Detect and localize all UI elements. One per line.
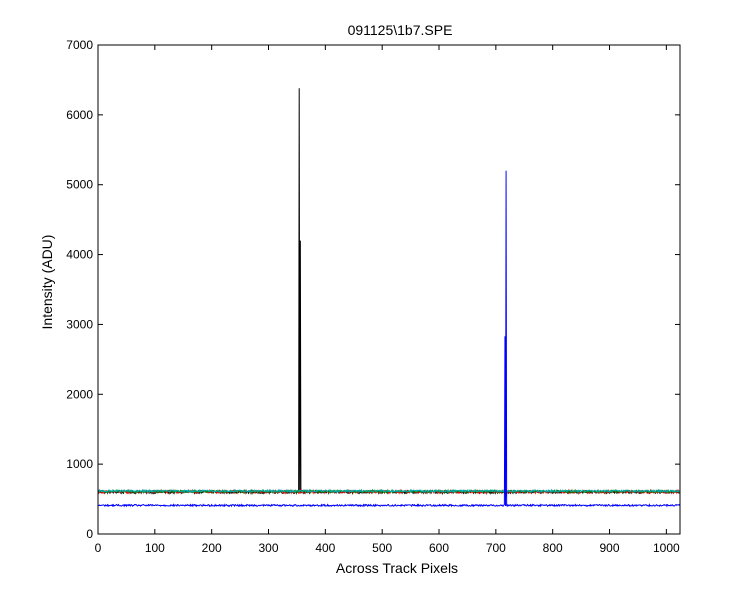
x-tick-label: 500 [372, 541, 392, 555]
series-line-5 [97, 170, 681, 508]
x-tick-label: 200 [202, 541, 222, 555]
x-tick-label: 900 [600, 541, 620, 555]
series-line-4 [97, 488, 681, 494]
y-tick-label: 3000 [66, 317, 93, 331]
y-tick-label: 7000 [66, 38, 93, 52]
y-tick-label: 5000 [66, 178, 93, 192]
y-tick-label: 0 [86, 527, 93, 541]
y-tick-label: 6000 [66, 108, 93, 122]
chart-title: 091125\1b7.SPE [348, 22, 453, 38]
y-tick-label: 1000 [66, 457, 93, 471]
series-layer [97, 88, 681, 508]
y-axis-ticks: 0 1000 2000 3000 4000 5000 6000 7000 [66, 38, 680, 541]
x-tick-label: 400 [315, 541, 335, 555]
x-tick-label: 0 [95, 541, 102, 555]
y-axis-label: Intensity (ADU) [39, 235, 55, 330]
x-tick-label: 600 [429, 541, 449, 555]
x-tick-label: 100 [145, 541, 165, 555]
x-tick-label: 300 [258, 541, 278, 555]
y-tick-label: 4000 [66, 248, 93, 262]
x-axis-label: Across Track Pixels [336, 560, 458, 576]
axes-frame [97, 44, 681, 535]
x-tick-label: 800 [543, 541, 563, 555]
x-axis-ticks: 0 100 200 300 400 500 600 700 800 900 1000 [95, 45, 680, 555]
y-tick-label: 2000 [66, 387, 93, 401]
axes-box [97, 44, 681, 535]
x-tick-label: 1000 [653, 541, 680, 555]
x-tick-label: 700 [486, 541, 506, 555]
plot-area: 0 100 200 300 400 500 600 700 800 900 1000 0 1000 20… [66, 38, 681, 555]
